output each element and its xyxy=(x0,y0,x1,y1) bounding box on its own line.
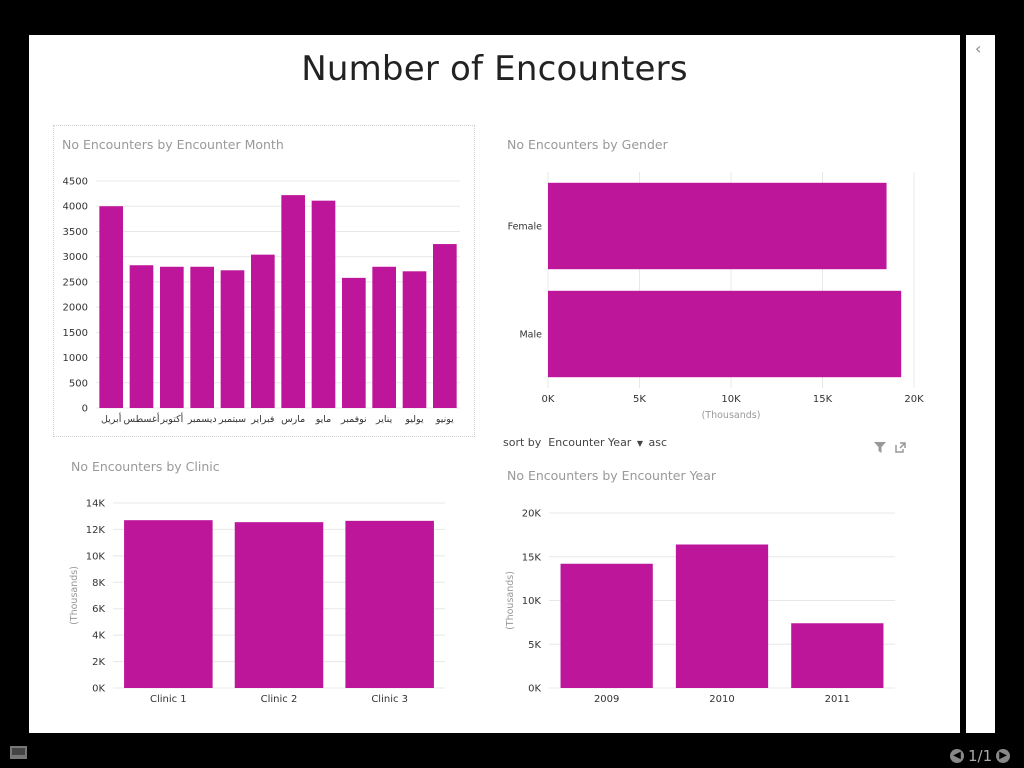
sort-dropdown-icon[interactable]: ▼ xyxy=(636,439,643,448)
y-tick-label: 6K xyxy=(92,604,105,615)
y-tick-label: 8K xyxy=(92,578,105,589)
visual-tools xyxy=(874,438,910,457)
x-tick-label: يوليو xyxy=(404,414,424,425)
bar[interactable] xyxy=(311,200,336,408)
pager: ◀ 1/1 ▶ xyxy=(950,746,1011,765)
y-tick-label: 4K xyxy=(92,631,105,642)
y-tick-label: 0 xyxy=(82,404,88,415)
y-tick-label: 14K xyxy=(86,499,106,510)
x-tick-label: سبتمبر xyxy=(218,414,246,425)
y-tick-label: 2500 xyxy=(63,277,88,288)
y-tick-label: 10K xyxy=(522,596,542,607)
bar[interactable] xyxy=(345,520,434,688)
y-tick-label: 0K xyxy=(528,684,541,695)
bar[interactable] xyxy=(560,563,653,688)
x-tick-label: 15K xyxy=(813,394,833,405)
clinic-chart-title: No Encounters by Clinic xyxy=(71,459,220,474)
chevron-left-icon[interactable]: ‹ xyxy=(975,39,982,58)
x-tick-label: 10K xyxy=(721,394,741,405)
x-tick-label: يناير xyxy=(375,414,393,425)
y-tick-label: Female xyxy=(508,222,543,233)
bar[interactable] xyxy=(190,266,214,408)
x-tick-label: 0K xyxy=(542,394,555,405)
x-tick-label: أبريل xyxy=(101,412,122,425)
y-tick-label: 1500 xyxy=(63,328,88,339)
bar[interactable] xyxy=(548,290,902,378)
charts-canvas: 0 500 1000 1500 2000 2500 3000 3500 4000 4500 أبري… xyxy=(63,172,924,705)
filter-icon[interactable] xyxy=(874,438,886,457)
y-tick-label: 3000 xyxy=(63,252,88,263)
bar[interactable] xyxy=(433,244,457,408)
next-page-icon[interactable]: ▶ xyxy=(996,748,1011,763)
bar[interactable] xyxy=(160,266,184,408)
month-chart-tile[interactable] xyxy=(53,125,475,437)
report-title: Number of Encounters xyxy=(301,49,688,89)
x-tick-label: 20K xyxy=(904,394,924,405)
bar[interactable] xyxy=(372,266,396,408)
x-tick-label: يونيو xyxy=(435,414,454,425)
x-tick-label: ديسمبر xyxy=(187,414,217,425)
x-tick-label: فبراير xyxy=(250,414,274,425)
x-tick-label: 2009 xyxy=(594,694,619,705)
prev-page-icon[interactable]: ◀ xyxy=(950,748,964,763)
x-tick-label: 2010 xyxy=(709,694,734,705)
x-tick-label: Clinic 3 xyxy=(371,694,408,705)
y-tick-label: 1000 xyxy=(63,353,88,364)
sort-control[interactable]: sort by Encounter Year ▼ asc xyxy=(503,436,667,449)
gender-chart-title: No Encounters by Gender xyxy=(507,137,668,152)
x-tick-label: 2011 xyxy=(825,694,850,705)
x-tick-label: Clinic 1 xyxy=(150,694,187,705)
x-tick-label: نوفمبر xyxy=(340,414,367,425)
x-tick-label: أكتوبر xyxy=(159,412,183,425)
bar[interactable] xyxy=(342,277,366,408)
y-tick-label: 10K xyxy=(86,551,106,562)
page-navigator-icon[interactable] xyxy=(10,746,27,759)
year-chart-title: No Encounters by Encounter Year xyxy=(507,468,717,483)
bar[interactable] xyxy=(234,522,324,688)
page-indicator: 1/1 xyxy=(968,746,993,765)
y-tick-label: 15K xyxy=(522,552,542,563)
x-tick-label: مايو xyxy=(315,414,332,425)
bar[interactable] xyxy=(791,623,884,688)
popout-icon[interactable] xyxy=(895,438,906,457)
y-tick-label: 4000 xyxy=(63,202,88,213)
report-canvas: Number of Encounters No Encounters by En… xyxy=(29,35,960,733)
bar[interactable] xyxy=(402,271,427,408)
bar[interactable] xyxy=(281,195,305,408)
x-tick-label: مارس xyxy=(281,414,305,425)
sort-prefix: sort by xyxy=(503,436,542,449)
bar[interactable] xyxy=(675,544,769,689)
month-chart-title: No Encounters by Encounter Month xyxy=(62,137,284,152)
y-tick-label: 500 xyxy=(69,378,88,389)
y-tick-label: 4500 xyxy=(63,177,88,188)
bar[interactable] xyxy=(220,270,245,408)
y-tick-label: 0K xyxy=(92,684,105,695)
y-axis-label: (Thousands) xyxy=(69,566,80,625)
sort-direction[interactable]: asc xyxy=(648,436,668,449)
bar[interactable] xyxy=(124,520,213,688)
y-tick-label: 20K xyxy=(522,509,542,520)
y-tick-label: 5K xyxy=(528,640,541,651)
y-tick-label: 3500 xyxy=(63,227,88,238)
x-tick-label: 5K xyxy=(633,394,646,405)
y-tick-label: 2000 xyxy=(63,303,88,314)
sort-field[interactable]: Encounter Year xyxy=(548,436,632,449)
x-tick-label: أغسطس xyxy=(124,412,160,425)
filters-pane[interactable]: ‹ xyxy=(966,35,995,733)
x-tick-label: Clinic 2 xyxy=(261,694,298,705)
y-axis-label: (Thousands) xyxy=(505,571,516,630)
y-tick-label: 2K xyxy=(92,657,105,668)
bar[interactable] xyxy=(129,265,154,408)
bar[interactable] xyxy=(251,254,275,408)
x-axis-label: (Thousands) xyxy=(702,410,761,421)
bar[interactable] xyxy=(99,206,123,408)
y-tick-label: 12K xyxy=(86,525,106,536)
y-tick-label: Male xyxy=(519,330,542,341)
bar[interactable] xyxy=(548,182,887,270)
